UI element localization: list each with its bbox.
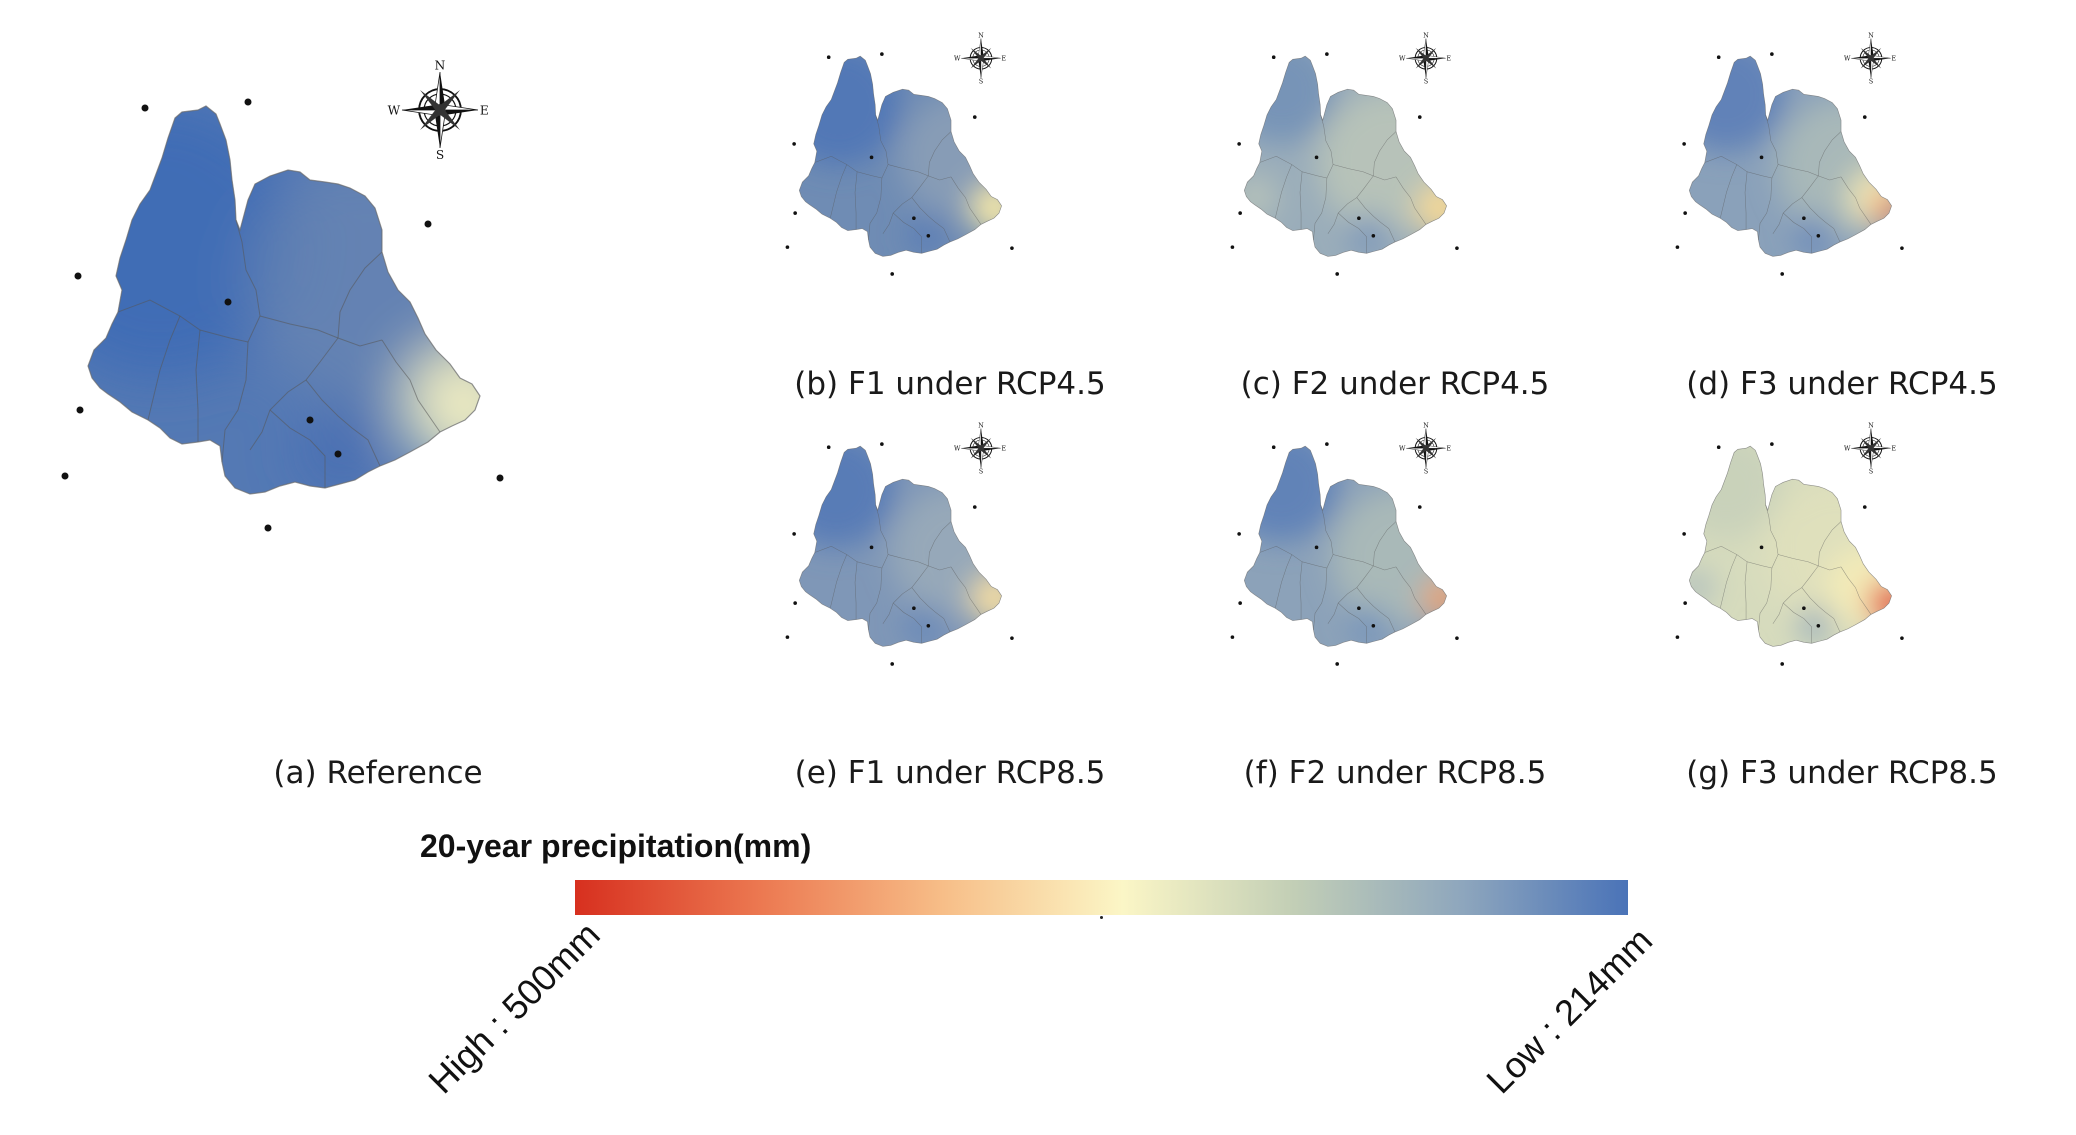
compass-west-label: W (954, 55, 961, 62)
caption-reference: (a) Reference (273, 755, 483, 791)
interpolated-surface (1689, 446, 1892, 647)
rain-gauge-stations (785, 52, 1014, 276)
interpolated-surface (88, 106, 480, 494)
caption-g: (g) F3 under RCP8.5 (1686, 755, 1998, 791)
compass-rose-icon: N S E W (1844, 422, 1897, 475)
subbasin-boundaries (117, 219, 441, 488)
map-c: N S E W (1230, 32, 1459, 276)
basin-outline (1688, 445, 1892, 647)
subbasin-boundaries (814, 114, 982, 254)
legend-high-label: High : 500mm (420, 913, 608, 1102)
map-panel-f: N S E W (1230, 422, 1555, 745)
map-b: N S E W (785, 32, 1014, 276)
rain-gauge-stations (1230, 52, 1459, 276)
legend-title: 20-year precipitation(mm) (420, 828, 812, 864)
rain-gauge-stations (61, 98, 504, 532)
subbasin-boundaries (1704, 504, 1872, 644)
legend-color-bar (575, 880, 1628, 915)
map-panel-d: N S E W (1675, 32, 2000, 355)
basin-outline (798, 55, 1002, 257)
map-panel-g: N S E W (1675, 422, 2000, 745)
compass-south-label: S (1424, 468, 1428, 475)
map-panel-e: N S E W (785, 422, 1110, 745)
basin-outline (1243, 55, 1447, 257)
compass-south-label: S (979, 78, 983, 85)
interpolated-surface (1689, 56, 1892, 257)
compass-rose-icon: N S E W (954, 422, 1007, 475)
compass-east-label: E (480, 103, 489, 117)
rain-gauge-stations (1230, 442, 1459, 666)
compass-west-label: W (1399, 445, 1406, 452)
interpolated-surface (1244, 446, 1447, 647)
compass-east-label: E (1447, 55, 1452, 62)
compass-west-label: W (954, 445, 961, 452)
compass-west-label: W (1844, 55, 1851, 62)
map-d: N S E W (1675, 32, 1904, 276)
subbasin-boundaries (814, 504, 982, 644)
compass-north-label: N (978, 422, 984, 429)
compass-east-label: E (1892, 445, 1897, 452)
caption-e: (e) F1 under RCP8.5 (794, 755, 1106, 791)
map-g: N S E W (1675, 422, 1904, 666)
interpolated-surface (799, 446, 1002, 647)
map-panel-c: N S E W (1230, 32, 1555, 355)
rain-gauge-stations (785, 442, 1014, 666)
basin-outline (1243, 445, 1447, 647)
compass-east-label: E (1002, 55, 1007, 62)
compass-west-label: W (388, 103, 401, 117)
map-panel-reference: N S E W (61, 59, 690, 670)
compass-south-label: S (1869, 78, 1873, 85)
compass-north-label: N (1868, 32, 1874, 39)
interpolated-surface (1244, 56, 1447, 257)
compass-rose-icon: N S E W (1399, 32, 1452, 85)
basin-outline (798, 445, 1002, 647)
map-f: N S E W (1230, 422, 1459, 666)
compass-south-label: S (1424, 78, 1428, 85)
compass-rose-icon: N S E W (388, 59, 489, 162)
compass-east-label: E (1447, 445, 1452, 452)
map-reference: N S E W (61, 59, 504, 532)
legend-low-label: Low : 214mm (1478, 919, 1661, 1102)
compass-west-label: W (1399, 55, 1406, 62)
rain-gauge-stations (1675, 52, 1904, 276)
subbasin-boundaries (1704, 114, 1872, 254)
compass-north-label: N (1423, 422, 1429, 429)
subbasin-boundaries (1259, 114, 1427, 254)
caption-c: (c) F2 under RCP4.5 (1240, 366, 1550, 402)
compass-east-label: E (1002, 445, 1007, 452)
caption-b: (b) F1 under RCP4.5 (794, 366, 1106, 402)
interpolated-surface (799, 56, 1002, 257)
compass-north-label: N (978, 32, 984, 39)
compass-north-label: N (1868, 422, 1874, 429)
compass-south-label: S (1869, 468, 1873, 475)
map-e: N S E W (785, 422, 1014, 666)
rain-gauge-stations (1675, 442, 1904, 666)
compass-rose-icon: N S E W (954, 32, 1007, 85)
compass-north-label: N (435, 59, 446, 73)
compass-south-label: S (436, 148, 444, 162)
caption-f: (f) F2 under RCP8.5 (1243, 755, 1547, 791)
basin-outline (1688, 55, 1892, 257)
map-panel-b: N S E W (785, 32, 1110, 355)
compass-rose-icon: N S E W (1399, 422, 1452, 475)
compass-east-label: E (1892, 55, 1897, 62)
subbasin-boundaries (1259, 504, 1427, 644)
compass-north-label: N (1423, 32, 1429, 39)
caption-d: (d) F3 under RCP4.5 (1686, 366, 1998, 402)
compass-rose-icon: N S E W (1844, 32, 1897, 85)
compass-south-label: S (979, 468, 983, 475)
compass-west-label: W (1844, 445, 1851, 452)
basin-outline (87, 105, 481, 495)
legend-mid-tick (1100, 916, 1103, 919)
